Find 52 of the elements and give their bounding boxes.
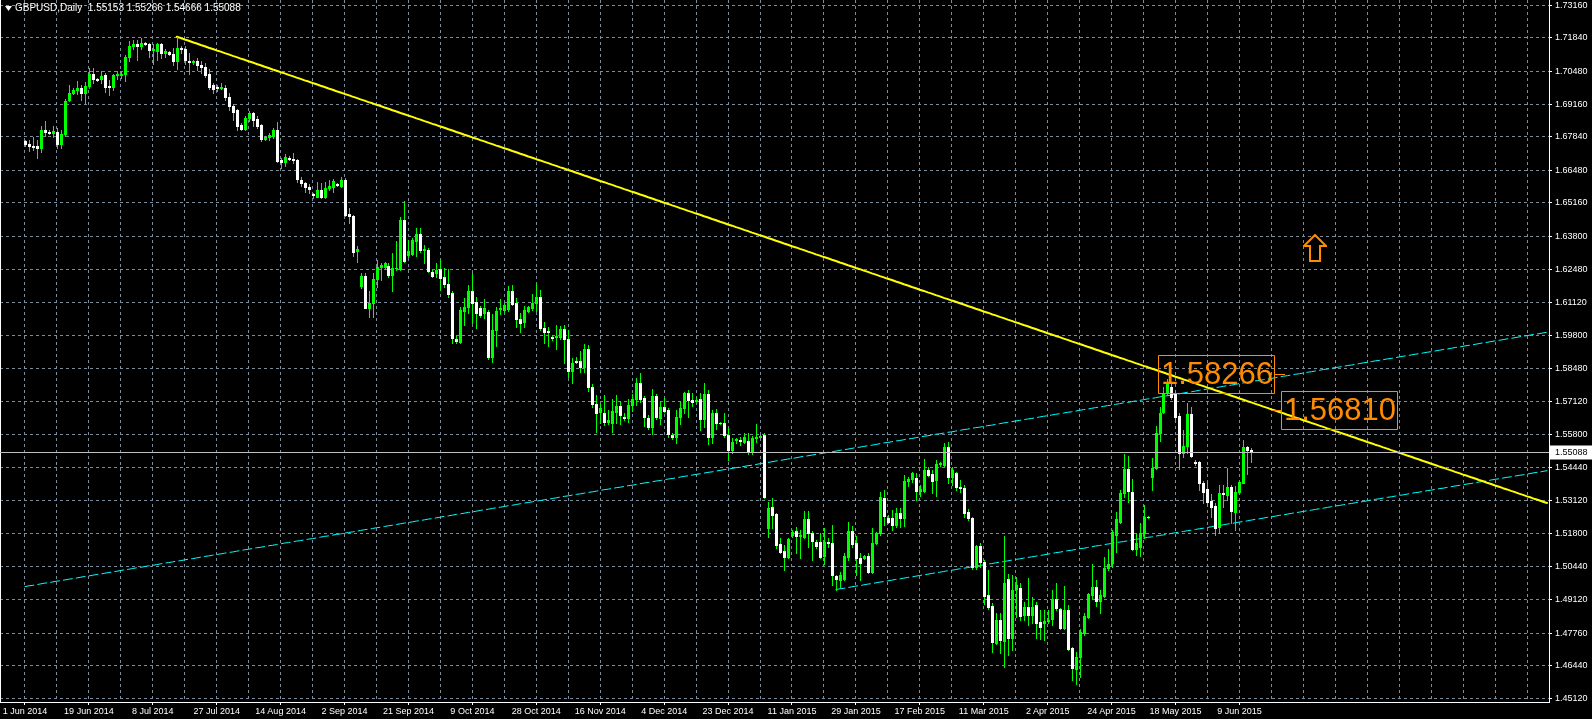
y-tick-label: 1.50440 (1555, 561, 1588, 572)
x-tick-label: 2 Apr 2015 (1025, 705, 1070, 716)
x-tick-label: 14 Aug 2014 (255, 705, 306, 716)
line-series (24, 331, 1548, 588)
x-tick-label: 18 May 2015 (1149, 705, 1202, 716)
y-tick-label: 1.49120 (1555, 593, 1588, 604)
x-tick-label: 8 Jul 2014 (132, 705, 174, 716)
y-tick-label: 1.70480 (1555, 65, 1588, 76)
y-tick-label: 1.66480 (1555, 164, 1588, 175)
x-tick-label: 17 Feb 2015 (894, 705, 946, 716)
y-tick-label: 1.61120 (1555, 297, 1587, 308)
candlestick (152, 44, 155, 65)
x-tick-label: 2 Sep 2014 (321, 705, 368, 716)
x-tick-label: 23 Dec 2014 (702, 705, 754, 716)
y-tick-label: 1.71840 (1555, 32, 1588, 43)
y-tick-label: 1.67840 (1555, 131, 1588, 142)
y-tick-label: 1.58480 (1555, 362, 1588, 373)
x-tick-label: 1 Jun 2014 (2, 705, 48, 716)
y-tick-label: 1.57120 (1555, 396, 1588, 407)
x-tick-label: 11 Jan 2015 (767, 705, 817, 716)
y-tick-label: 1.46440 (1555, 660, 1588, 671)
x-tick-label: 24 Apr 2015 (1087, 705, 1136, 716)
ref-line-label: 1.55088 (1555, 447, 1588, 458)
x-tick-label: 4 Dec 2014 (641, 705, 688, 716)
annotation: 1.56810 (1284, 392, 1397, 428)
line-series (835, 470, 1548, 591)
y-tick-label: 1.54440 (1555, 462, 1588, 473)
chart-title: GBPUSD,Daily 1.55153 1.55266 1.54666 1.55088 (15, 2, 241, 14)
x-tick-label: 9 Jun 2015 (1217, 705, 1262, 716)
x-tick-label: 9 Oct 2014 (450, 705, 495, 716)
x-tick-label: 16 Nov 2014 (574, 705, 626, 716)
y-tick-label: 1.73160 (1555, 0, 1588, 10)
y-tick-label: 1.59800 (1555, 329, 1588, 340)
x-tick-label: 11 Mar 2015 (958, 705, 1009, 716)
x-tick-label: 27 Jul 2014 (193, 705, 240, 716)
y-tick-label: 1.47760 (1555, 627, 1588, 638)
y-tick-label: 1.63800 (1555, 231, 1588, 242)
candlestick (555, 325, 558, 350)
candlestick (1043, 610, 1046, 641)
y-tick-label: 1.55800 (1555, 428, 1588, 439)
y-tick-label: 1.51800 (1555, 527, 1588, 538)
x-tick-label: 28 Oct 2014 (511, 705, 561, 716)
y-tick-label: 1.65160 (1555, 197, 1588, 208)
y-tick-label: 1.53120 (1555, 495, 1588, 506)
x-tick-label: 21 Sep 2014 (382, 705, 434, 716)
y-tick-label: 1.62480 (1555, 263, 1588, 274)
x-tick-label: 29 Jan 2015 (831, 705, 881, 716)
y-tick-label: 1.45120 (1555, 692, 1588, 703)
y-tick-label: 1.69160 (1555, 98, 1588, 109)
x-tick-label: 19 Jun 2014 (64, 705, 114, 716)
candlestick (547, 327, 550, 347)
candlestick (188, 53, 191, 75)
